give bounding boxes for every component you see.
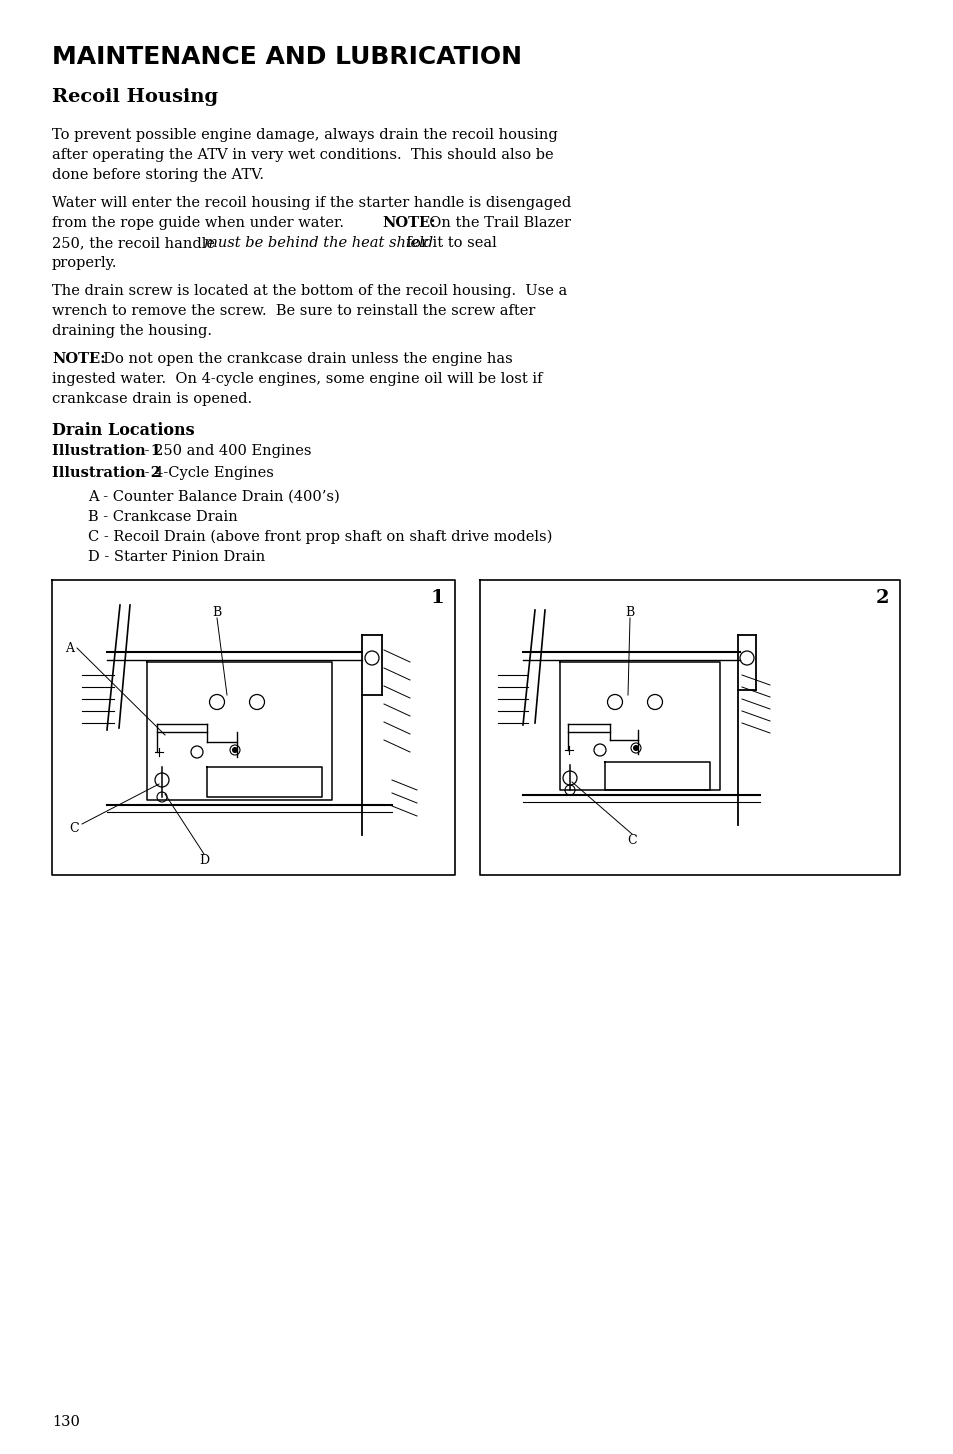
Text: C - Recoil Drain (above front prop shaft on shaft drive models): C - Recoil Drain (above front prop shaft… bbox=[88, 531, 552, 544]
Text: Illustration 1: Illustration 1 bbox=[52, 443, 161, 458]
Text: B: B bbox=[625, 605, 634, 618]
Text: wrench to remove the screw.  Be sure to reinstall the screw after: wrench to remove the screw. Be sure to r… bbox=[52, 304, 535, 318]
Text: Drain Locations: Drain Locations bbox=[52, 422, 194, 439]
Circle shape bbox=[633, 746, 638, 750]
Text: D: D bbox=[199, 853, 209, 867]
Text: done before storing the ATV.: done before storing the ATV. bbox=[52, 169, 264, 182]
Text: 130: 130 bbox=[52, 1415, 80, 1429]
Text: Water will enter the recoil housing if the starter handle is disengaged: Water will enter the recoil housing if t… bbox=[52, 196, 571, 209]
Text: - 4-Cycle Engines: - 4-Cycle Engines bbox=[140, 465, 274, 480]
Text: B - Crankcase Drain: B - Crankcase Drain bbox=[88, 510, 237, 523]
Text: C: C bbox=[70, 822, 79, 835]
Text: On the Trail Blazer: On the Trail Blazer bbox=[419, 217, 571, 230]
Text: must be behind the heat shield: must be behind the heat shield bbox=[204, 236, 433, 250]
Text: properly.: properly. bbox=[52, 256, 117, 270]
Text: for it to seal: for it to seal bbox=[401, 236, 497, 250]
Text: 250, the recoil handle: 250, the recoil handle bbox=[52, 236, 219, 250]
Text: D - Starter Pinion Drain: D - Starter Pinion Drain bbox=[88, 550, 265, 564]
Text: - 250 and 400 Engines: - 250 and 400 Engines bbox=[140, 443, 312, 458]
Text: NOTE:: NOTE: bbox=[381, 217, 436, 230]
Text: from the rope guide when under water.: from the rope guide when under water. bbox=[52, 217, 353, 230]
Text: draining the housing.: draining the housing. bbox=[52, 324, 212, 337]
Text: Illustration 2: Illustration 2 bbox=[52, 465, 161, 480]
Text: To prevent possible engine damage, always drain the recoil housing: To prevent possible engine damage, alway… bbox=[52, 128, 558, 142]
Text: after operating the ATV in very wet conditions.  This should also be: after operating the ATV in very wet cond… bbox=[52, 148, 553, 161]
Text: 1: 1 bbox=[430, 589, 443, 606]
Circle shape bbox=[233, 747, 237, 753]
Text: The drain screw is located at the bottom of the recoil housing.  Use a: The drain screw is located at the bottom… bbox=[52, 284, 567, 298]
Text: B: B bbox=[213, 605, 221, 618]
Text: NOTE:: NOTE: bbox=[52, 352, 106, 366]
Text: ingested water.  On 4-cycle engines, some engine oil will be lost if: ingested water. On 4-cycle engines, some… bbox=[52, 372, 542, 385]
Text: crankcase drain is opened.: crankcase drain is opened. bbox=[52, 393, 252, 406]
Text: 2: 2 bbox=[874, 589, 888, 606]
Text: C: C bbox=[626, 833, 637, 846]
Text: MAINTENANCE AND LUBRICATION: MAINTENANCE AND LUBRICATION bbox=[52, 45, 521, 68]
Text: A: A bbox=[66, 641, 74, 654]
Text: Do not open the crankcase drain unless the engine has: Do not open the crankcase drain unless t… bbox=[94, 352, 512, 366]
Text: Recoil Housing: Recoil Housing bbox=[52, 89, 218, 106]
Text: A - Counter Balance Drain (400’s): A - Counter Balance Drain (400’s) bbox=[88, 490, 339, 505]
